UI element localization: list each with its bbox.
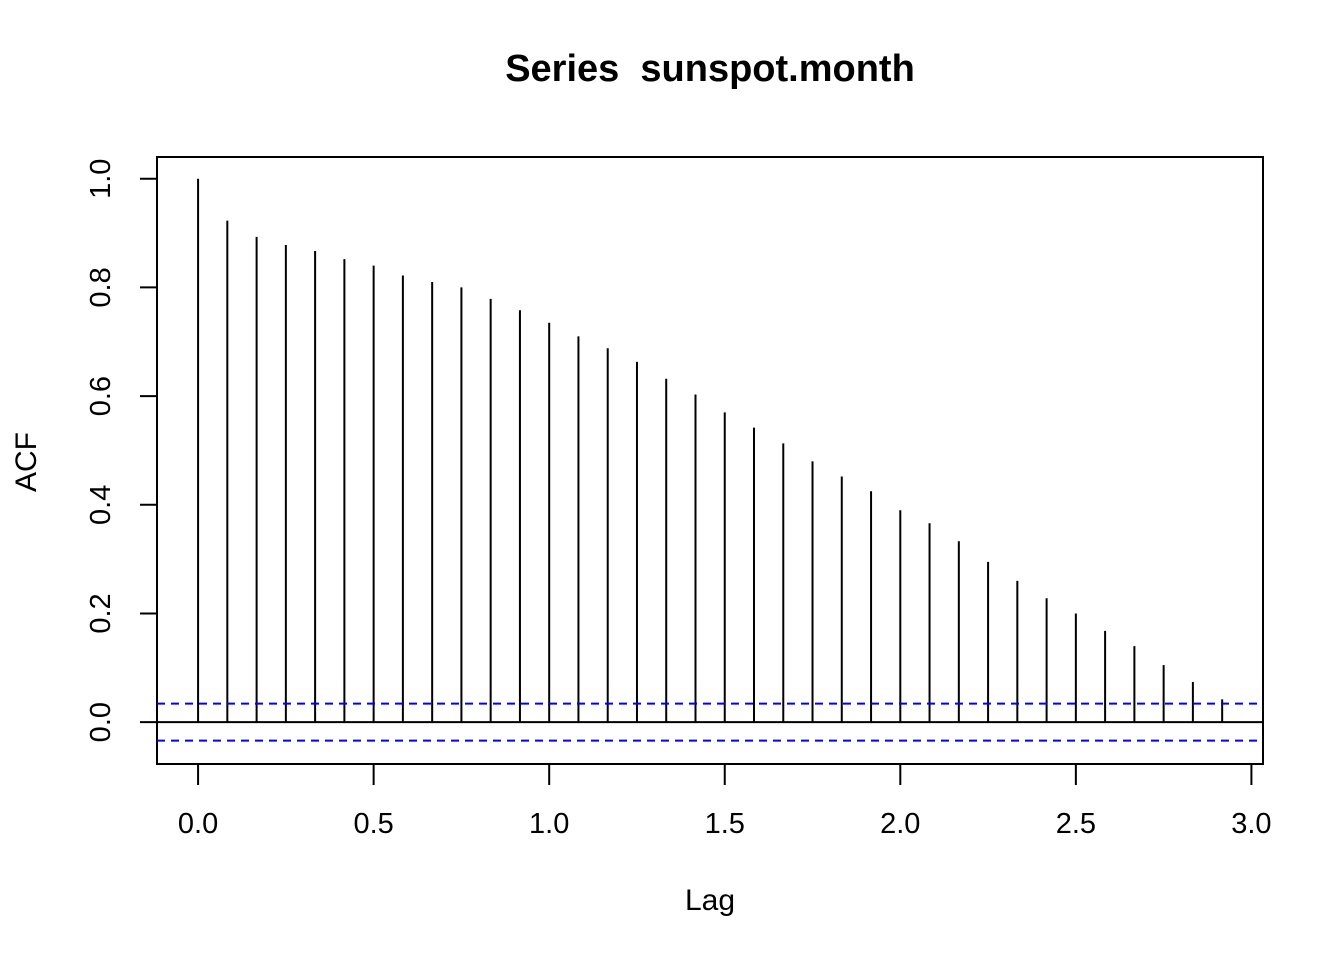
y-tick-label: 0.6 xyxy=(85,376,117,416)
x-tick-label: 1.5 xyxy=(705,808,745,840)
y-axis: 0.0 0.2 0.4 0.6 0.8 1.0 xyxy=(85,159,158,742)
x-tick-label: 2.5 xyxy=(1056,808,1096,840)
confidence-bounds xyxy=(157,702,1263,742)
y-tick-label: 0.8 xyxy=(85,267,117,307)
acf-bars xyxy=(157,178,1263,724)
x-tick-label: 1.0 xyxy=(529,808,569,840)
y-tick-label: 1.0 xyxy=(85,159,117,199)
y-axis-label: ACF xyxy=(10,432,43,492)
x-tick-label: 3.0 xyxy=(1231,808,1271,840)
plot-frame xyxy=(156,156,1264,765)
chart-title: Series sunspot.month xyxy=(505,48,915,90)
x-tick-label: 0.5 xyxy=(353,808,393,840)
y-tick-label: 0.4 xyxy=(85,485,117,525)
y-tick-label: 0.0 xyxy=(85,702,117,742)
x-axis: 0.0 0.5 1.0 1.5 2.0 2.5 3.0 xyxy=(178,763,1272,840)
y-tick-label: 0.2 xyxy=(85,593,117,633)
x-tick-label: 2.0 xyxy=(880,808,920,840)
x-tick-label: 0.0 xyxy=(178,808,218,840)
x-axis-label: Lag xyxy=(685,884,735,917)
